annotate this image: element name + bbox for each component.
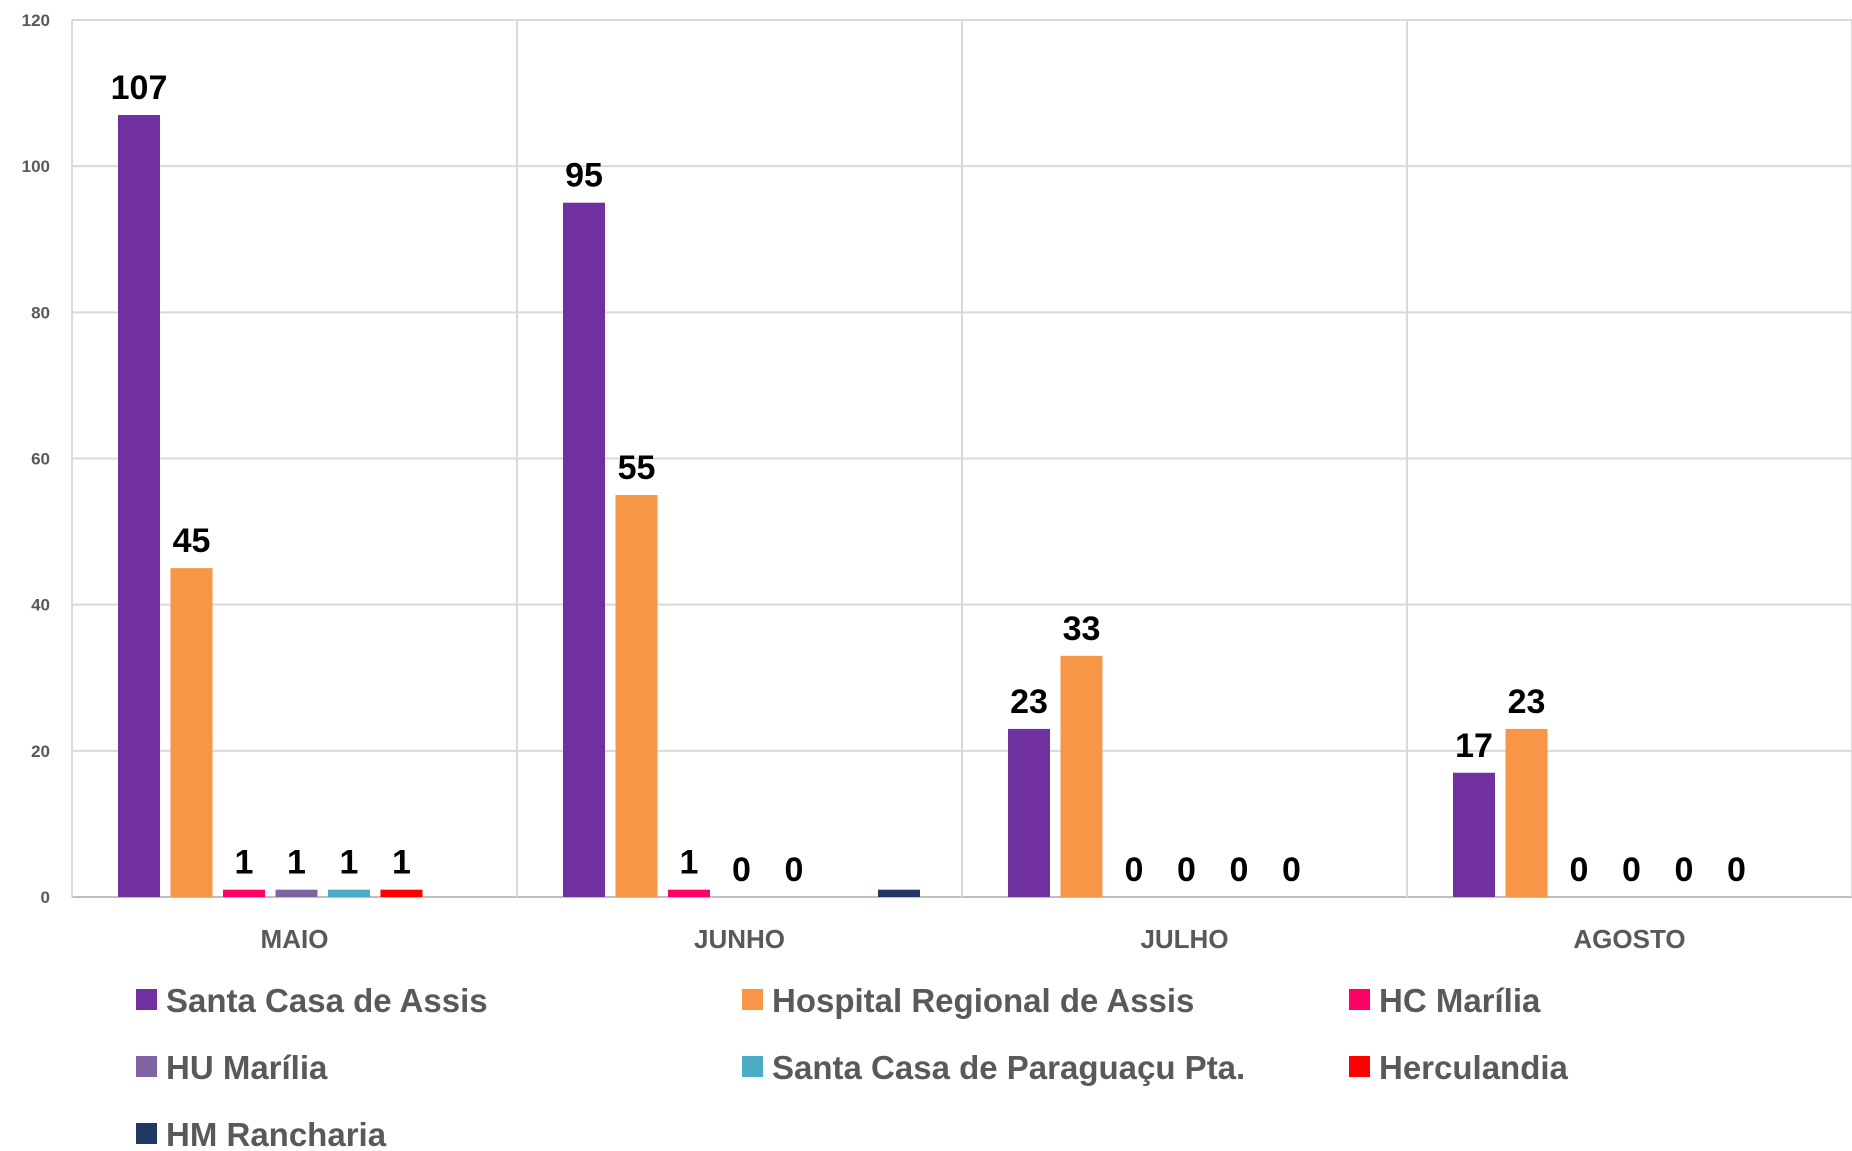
legend-item: Santa Casa de Assis bbox=[136, 982, 488, 1019]
x-category-label: JULHO bbox=[1140, 924, 1228, 954]
legend-swatch bbox=[136, 1123, 157, 1144]
bar bbox=[668, 889, 710, 897]
legend-label: HC Marília bbox=[1379, 982, 1541, 1019]
data-label: 0 bbox=[732, 851, 751, 889]
y-tick-label: 40 bbox=[31, 596, 50, 615]
legend-label: Santa Casa de Paraguaçu Pta. bbox=[772, 1049, 1245, 1086]
data-label: 1 bbox=[340, 844, 359, 882]
data-label: 45 bbox=[173, 522, 211, 560]
data-label: 0 bbox=[1230, 851, 1249, 889]
data-label: 0 bbox=[1675, 851, 1694, 889]
bar bbox=[118, 115, 160, 898]
bar bbox=[563, 202, 605, 898]
x-category-label: AGOSTO bbox=[1573, 924, 1685, 954]
bar bbox=[878, 889, 920, 897]
bar bbox=[275, 889, 318, 897]
y-tick-label: 100 bbox=[22, 157, 50, 176]
legend-item: HU Marília bbox=[136, 1049, 328, 1086]
data-label: 23 bbox=[1508, 683, 1546, 721]
bar bbox=[1453, 772, 1495, 897]
legend-label: HM Rancharia bbox=[166, 1116, 387, 1151]
legend-label: Herculandia bbox=[1379, 1049, 1569, 1086]
x-category-label: JUNHO bbox=[694, 924, 785, 954]
legend-swatch bbox=[1349, 1056, 1370, 1077]
x-category-label: MAIO bbox=[261, 924, 329, 954]
legend-swatch bbox=[136, 989, 157, 1010]
bar bbox=[380, 889, 423, 897]
y-tick-label: 60 bbox=[31, 450, 50, 469]
bar bbox=[1008, 728, 1050, 897]
y-tick-label: 120 bbox=[22, 11, 50, 30]
legend-item: HC Marília bbox=[1349, 982, 1541, 1019]
legend-label: Hospital Regional de Assis bbox=[772, 982, 1194, 1019]
data-label: 1 bbox=[680, 844, 699, 882]
data-label: 95 bbox=[565, 157, 603, 195]
legend-item: Santa Casa de Paraguaçu Pta. bbox=[742, 1049, 1245, 1086]
legend-item: Hospital Regional de Assis bbox=[742, 982, 1194, 1019]
legend: Santa Casa de Assis Hospital Regional de … bbox=[136, 982, 1569, 1151]
bar bbox=[1505, 728, 1548, 897]
legend-label: Santa Casa de Assis bbox=[166, 982, 488, 1019]
data-label: 0 bbox=[1622, 851, 1641, 889]
data-label: 107 bbox=[111, 69, 168, 107]
legend-item: HM Rancharia bbox=[136, 1116, 387, 1151]
data-label: 1 bbox=[235, 844, 254, 882]
legend-label: HU Marília bbox=[166, 1049, 328, 1086]
y-axis-ticks: 0 20 40 60 80 100 120 bbox=[22, 11, 50, 907]
y-tick-label: 80 bbox=[31, 303, 50, 322]
legend-item: Herculandia bbox=[1349, 1049, 1569, 1086]
data-label: 0 bbox=[1570, 851, 1589, 889]
legend-swatch bbox=[1349, 989, 1370, 1010]
data-label: 0 bbox=[1282, 851, 1301, 889]
bar bbox=[223, 889, 265, 897]
data-label: 0 bbox=[1727, 851, 1746, 889]
bar bbox=[170, 568, 213, 897]
legend-swatch bbox=[136, 1056, 157, 1077]
legend-swatch bbox=[742, 1056, 763, 1077]
x-axis-categories: MAIO JUNHO JULHO AGOSTO bbox=[261, 924, 1686, 954]
bars bbox=[118, 115, 1548, 898]
bar bbox=[1060, 655, 1103, 897]
gridlines bbox=[71, 19, 1852, 898]
data-label: 0 bbox=[785, 851, 804, 889]
data-label: 0 bbox=[1125, 851, 1144, 889]
bar bbox=[615, 495, 658, 897]
data-label: 23 bbox=[1010, 683, 1048, 721]
y-tick-label: 0 bbox=[41, 888, 50, 907]
data-label: 55 bbox=[618, 449, 656, 487]
data-label: 33 bbox=[1063, 610, 1101, 648]
data-label: 0 bbox=[1177, 851, 1196, 889]
data-label: 17 bbox=[1455, 727, 1493, 765]
legend-swatch bbox=[742, 989, 763, 1010]
data-label: 1 bbox=[287, 844, 306, 882]
y-tick-label: 20 bbox=[31, 742, 50, 761]
bar bbox=[328, 889, 370, 897]
data-label: 1 bbox=[392, 844, 411, 882]
